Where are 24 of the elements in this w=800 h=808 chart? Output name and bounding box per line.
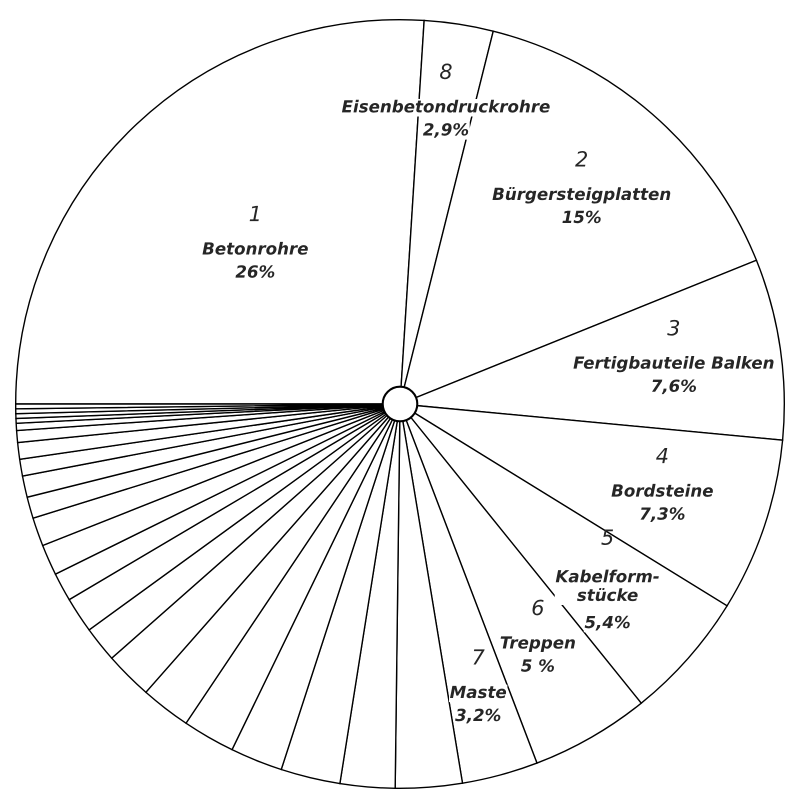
text: 4 xyxy=(656,448,668,464)
data-label: 5,4% xyxy=(584,616,630,630)
slice-label: Bürgersteigplatten xyxy=(492,187,670,204)
data-label: 5 % xyxy=(521,659,554,672)
slice-label: Kabelform- stücke xyxy=(556,570,659,602)
slice-label: Treppen xyxy=(500,636,575,652)
slice-label: Betonrohre xyxy=(202,242,308,255)
text: 7 xyxy=(473,649,485,665)
text: 6 xyxy=(532,600,544,616)
data-label: 2,9% xyxy=(422,123,468,138)
slice-label: Eisenbetondruckrohre xyxy=(342,100,550,113)
text: 2 xyxy=(575,150,588,166)
text: 8 xyxy=(440,63,452,80)
slice-label: Bordsteine xyxy=(612,484,713,497)
text: 1 xyxy=(250,206,259,222)
data-label: 15% xyxy=(562,210,601,224)
data-label: 7,6% xyxy=(652,379,696,394)
text: 3 xyxy=(667,320,680,336)
data-label: 26% xyxy=(235,265,274,278)
slice-label: Fertigbauteile Balken xyxy=(573,356,774,372)
data-label: 7,3% xyxy=(640,507,685,522)
text: 5 xyxy=(601,530,614,545)
data-label: 3,2% xyxy=(455,708,500,724)
slice-label: Maste xyxy=(450,686,506,698)
